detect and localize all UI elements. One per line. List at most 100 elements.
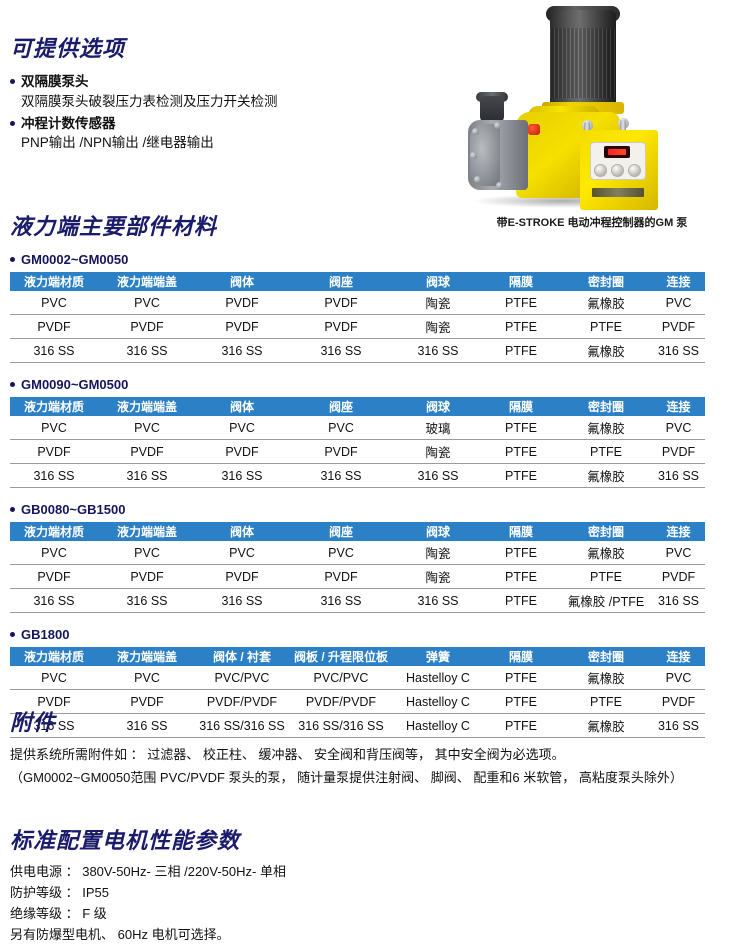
- table-cell: PVC: [10, 666, 98, 690]
- controller-led-display: [604, 146, 630, 158]
- column-header: 阀球: [394, 272, 482, 291]
- head-bolt-icon: [474, 176, 481, 183]
- column-header: 密封圈: [560, 522, 652, 541]
- table-cell: 316 SS: [196, 338, 288, 363]
- option-item: 双隔膜泵头 双隔膜泵头破裂压力表检测及压力开关检测: [10, 72, 430, 112]
- table-cell: PTFE: [482, 291, 560, 315]
- material-table-label-text: GB1800: [21, 627, 70, 642]
- motor-parameters-section: 标准配置电机性能参数 供电电源 ： 380V-50Hz- 三相 /220V-50…: [10, 830, 510, 945]
- bullet-dot-icon: [10, 121, 15, 127]
- table-row: 316 SS 316 SS 316 SS 316 SS 316 SS PTFE 氟橡胶 316…: [10, 463, 705, 488]
- table-cell: 316 SS: [394, 588, 482, 613]
- option-description: PNP输出 /NPN输出 /继电器输出: [21, 135, 214, 151]
- table-cell: PVC: [288, 541, 394, 565]
- table-cell: 316 SS/316 SS: [196, 713, 288, 738]
- table-cell: PVC: [98, 666, 196, 690]
- column-header: 连接: [652, 522, 705, 541]
- table-cell: PTFE: [482, 588, 560, 613]
- table-cell: PVC: [196, 416, 288, 440]
- head-bolt-icon: [470, 152, 477, 159]
- table-cell: PTFE: [482, 689, 560, 714]
- table-cell: 316 SS: [196, 588, 288, 613]
- column-header: 阀座: [288, 522, 394, 541]
- table-cell: Hastelloy C: [394, 666, 482, 690]
- table-cell: PVC: [288, 416, 394, 440]
- table-cell: PTFE: [482, 713, 560, 738]
- table-cell: 氟橡胶: [560, 713, 652, 738]
- table-row: PVC PVC PVC/PVC PVC/PVC Hastelloy C PTFE 氟橡胶 PV…: [10, 666, 705, 690]
- material-table: 液力端材质 液力端端盖 阀体 阀座 阀球 隔膜 密封圈 连接 PVC PVC PVDF PVDF 陶瓷 P…: [10, 272, 705, 363]
- table-cell: PVC: [652, 666, 705, 690]
- table-cell: 316 SS: [10, 463, 98, 488]
- mounting-stud: [620, 120, 626, 134]
- table-cell: PTFE: [482, 541, 560, 565]
- accessories-line-2: （GM0002~GM0050范围 PVC/PVDF 泵头的泵， 随计量泵提供注射…: [10, 769, 683, 785]
- option-description: 双隔膜泵头破裂压力表检测及压力开关检测: [21, 93, 278, 109]
- table-cell: 氟橡胶: [560, 416, 652, 440]
- material-table-label: GB0080~GB1500: [10, 502, 740, 517]
- bullet-dot-icon: [10, 507, 15, 512]
- table-cell: PVDF: [196, 439, 288, 464]
- table-cell: PVDF/PVDF: [196, 689, 288, 714]
- motor-cooling-fins: [550, 28, 616, 98]
- table-cell: 陶瓷: [394, 541, 482, 565]
- table-cell: PTFE: [560, 439, 652, 464]
- column-header: 液力端端盖: [98, 522, 196, 541]
- material-table-label: GM0002~GM0050: [10, 252, 740, 267]
- table-row: PVC PVC PVDF PVDF 陶瓷 PTFE 氟橡胶 PVC: [10, 291, 705, 315]
- table-cell: 氟橡胶 /PTFE: [560, 588, 652, 613]
- table-cell: PVC: [196, 541, 288, 565]
- table-cell: PVDF: [10, 439, 98, 464]
- table-cell: PTFE: [482, 463, 560, 488]
- table-cell: PVDF: [652, 314, 705, 339]
- accessories-section: 附件 提供系统所需附件如 ： 过滤器、 校正柱、 缓冲器、 安全阀和背压阀等， …: [10, 712, 740, 790]
- table-row: PVDF PVDF PVDF PVDF 陶瓷 PTFE PTFE PVDF: [10, 564, 705, 589]
- material-table-group: GB1800 液力端材质 液力端端盖 阀体 / 衬套 阀板 / 升程限位板 弹簧 隔膜 密封圈…: [10, 627, 740, 738]
- accessories-line-1: 提供系统所需附件如 ： 过滤器、 校正柱、 缓冲器、 安全阀和背压阀等， 其中安…: [10, 747, 565, 762]
- column-header: 密封圈: [560, 647, 652, 666]
- table-cell: PTFE: [482, 338, 560, 363]
- table-cell: 316 SS: [288, 463, 394, 488]
- material-table-group: GM0002~GM0050 液力端材质 液力端端盖 阀体 阀座 阀球 隔膜 密封圈 连接 PVC P…: [10, 252, 740, 363]
- table-row: 316 SS 316 SS 316 SS 316 SS 316 SS PTFE 氟橡胶 /P…: [10, 588, 705, 613]
- option-item: 冲程计数传感器 PNP输出 /NPN输出 /继电器输出: [10, 114, 430, 154]
- column-header: 隔膜: [482, 272, 560, 291]
- table-cell: 氟橡胶: [560, 541, 652, 565]
- options-title: 可提供选项: [10, 36, 126, 61]
- table-cell: PVDF: [652, 564, 705, 589]
- materials-title: 液力端主要部件材料: [10, 214, 218, 239]
- table-cell: 陶瓷: [394, 291, 482, 315]
- table-row: PVC PVC PVC PVC 陶瓷 PTFE 氟橡胶 PVC: [10, 541, 705, 565]
- table-cell: PVDF: [288, 291, 394, 315]
- table-cell: PVDF: [288, 439, 394, 464]
- table-cell: PTFE: [482, 564, 560, 589]
- accessories-title: 附件: [10, 710, 57, 735]
- table-cell: 316 SS: [652, 338, 705, 363]
- table-row: PVDF PVDF PVDF PVDF 陶瓷 PTFE PTFE PVDF: [10, 439, 705, 464]
- table-cell: PVDF: [10, 689, 98, 714]
- column-header: 连接: [652, 397, 705, 416]
- table-cell: 氟橡胶: [560, 291, 652, 315]
- table-cell: PVC: [652, 541, 705, 565]
- table-cell: PVC: [98, 291, 196, 315]
- table-cell: PVDF: [288, 564, 394, 589]
- table-cell: 陶瓷: [394, 314, 482, 339]
- table-cell: 316 SS: [10, 338, 98, 363]
- table-row: PVDF PVDF PVDF PVDF 陶瓷 PTFE PTFE PVDF: [10, 314, 705, 339]
- table-row: 316 SS 316 SS 316 SS/316 SS 316 SS/316 SS Ha…: [10, 713, 705, 738]
- table-header-row: 液力端材质 液力端端盖 阀体 阀座 阀球 隔膜 密封圈 连接: [10, 272, 705, 291]
- table-cell: PVC: [10, 416, 98, 440]
- head-bolt-icon: [472, 128, 479, 135]
- table-cell: PVDF: [288, 314, 394, 339]
- table-cell: PTFE: [560, 314, 652, 339]
- column-header: 液力端端盖: [98, 272, 196, 291]
- table-cell: Hastelloy C: [394, 713, 482, 738]
- controller-button: [628, 164, 641, 177]
- table-cell: 316 SS: [652, 463, 705, 488]
- table-cell: PTFE: [560, 689, 652, 714]
- head-bolt-icon: [494, 122, 501, 129]
- table-row: 316 SS 316 SS 316 SS 316 SS 316 SS PTFE 氟橡胶 316…: [10, 338, 705, 363]
- table-row: PVC PVC PVC PVC 玻璃 PTFE 氟橡胶 PVC: [10, 416, 705, 440]
- table-cell: 316 SS: [652, 713, 705, 738]
- column-header: 隔膜: [482, 522, 560, 541]
